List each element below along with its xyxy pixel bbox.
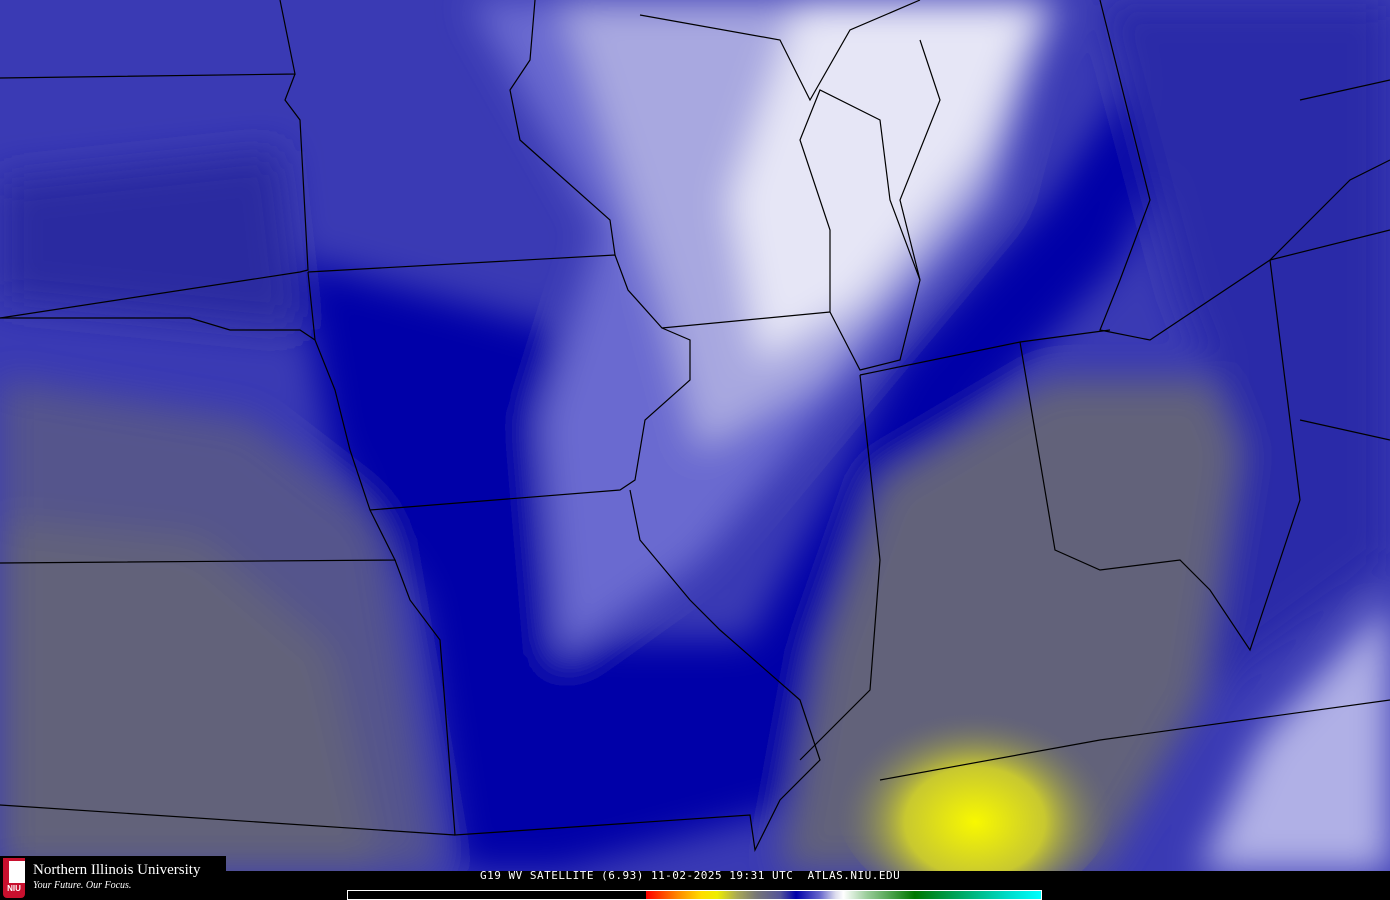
bright-band	[730, 0, 1040, 360]
east-bright	[1200, 600, 1390, 871]
dry-air-west-gray	[0, 520, 380, 871]
water-vapor-satellite-map	[0, 0, 1390, 871]
university-tagline: Your Future. Our Focus.	[33, 880, 132, 891]
niu-logo: NIU Northern Illinois University Your Fu…	[0, 856, 226, 900]
deep-moisture-band	[300, 0, 1230, 871]
color-scale-gradient	[646, 891, 1041, 899]
tower-icon	[9, 861, 25, 883]
dry-slot-yellow	[835, 690, 1115, 871]
northwest-moisture	[0, 150, 300, 330]
niu-shield-icon	[3, 858, 25, 898]
logo-mark: NIU	[7, 884, 21, 893]
university-name: Northern Illinois University	[33, 862, 201, 878]
color-scale-bar	[347, 890, 1042, 900]
image-caption: G19 WV SATELLITE (6.93) 11-02-2025 19:31…	[480, 869, 901, 882]
east-moisture	[1100, 0, 1390, 700]
state-borders	[0, 0, 1390, 852]
